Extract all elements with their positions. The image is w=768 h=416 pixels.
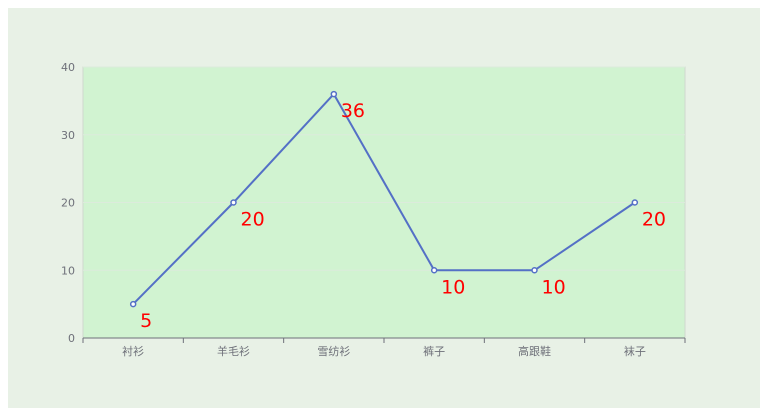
y-axis-tick-labels: 0 10 20 30 40 (61, 61, 75, 345)
x-tick-label: 袜子 (624, 344, 646, 358)
data-point (230, 199, 237, 206)
data-point (129, 300, 137, 308)
data-label: 10 (542, 276, 566, 298)
data-label: 20 (642, 209, 666, 231)
x-tick-label: 高跟鞋 (518, 344, 551, 358)
y-tick-label: 30 (61, 129, 75, 142)
gridlines (83, 66, 685, 271)
series-line (132, 92, 636, 305)
y-tick-label: 40 (61, 61, 75, 74)
data-point (330, 90, 338, 98)
data-points (129, 90, 639, 308)
data-point (430, 267, 438, 274)
data-point (531, 267, 538, 274)
data-label: 20 (241, 209, 265, 231)
data-point (631, 199, 639, 206)
data-label: 36 (341, 100, 365, 122)
data-label: 5 (140, 310, 152, 332)
y-tick-label: 20 (61, 197, 75, 210)
y-tick-label: 10 (61, 264, 75, 277)
x-tick-label: 衬衫 (122, 345, 144, 358)
x-axis-tick-labels: 衬衫 羊毛衫 雪纺衫 裤子 高跟鞋 袜子 (122, 344, 646, 358)
data-labels: 5 20 36 10 10 20 (140, 100, 666, 332)
data-label: 10 (441, 276, 465, 298)
x-tick-label: 雪纺衫 (317, 344, 350, 358)
y-tick-label: 0 (68, 332, 75, 345)
x-axis-ticks (82, 338, 686, 343)
x-tick-label: 裤子 (423, 344, 445, 358)
x-tick-label: 羊毛衫 (217, 344, 250, 358)
